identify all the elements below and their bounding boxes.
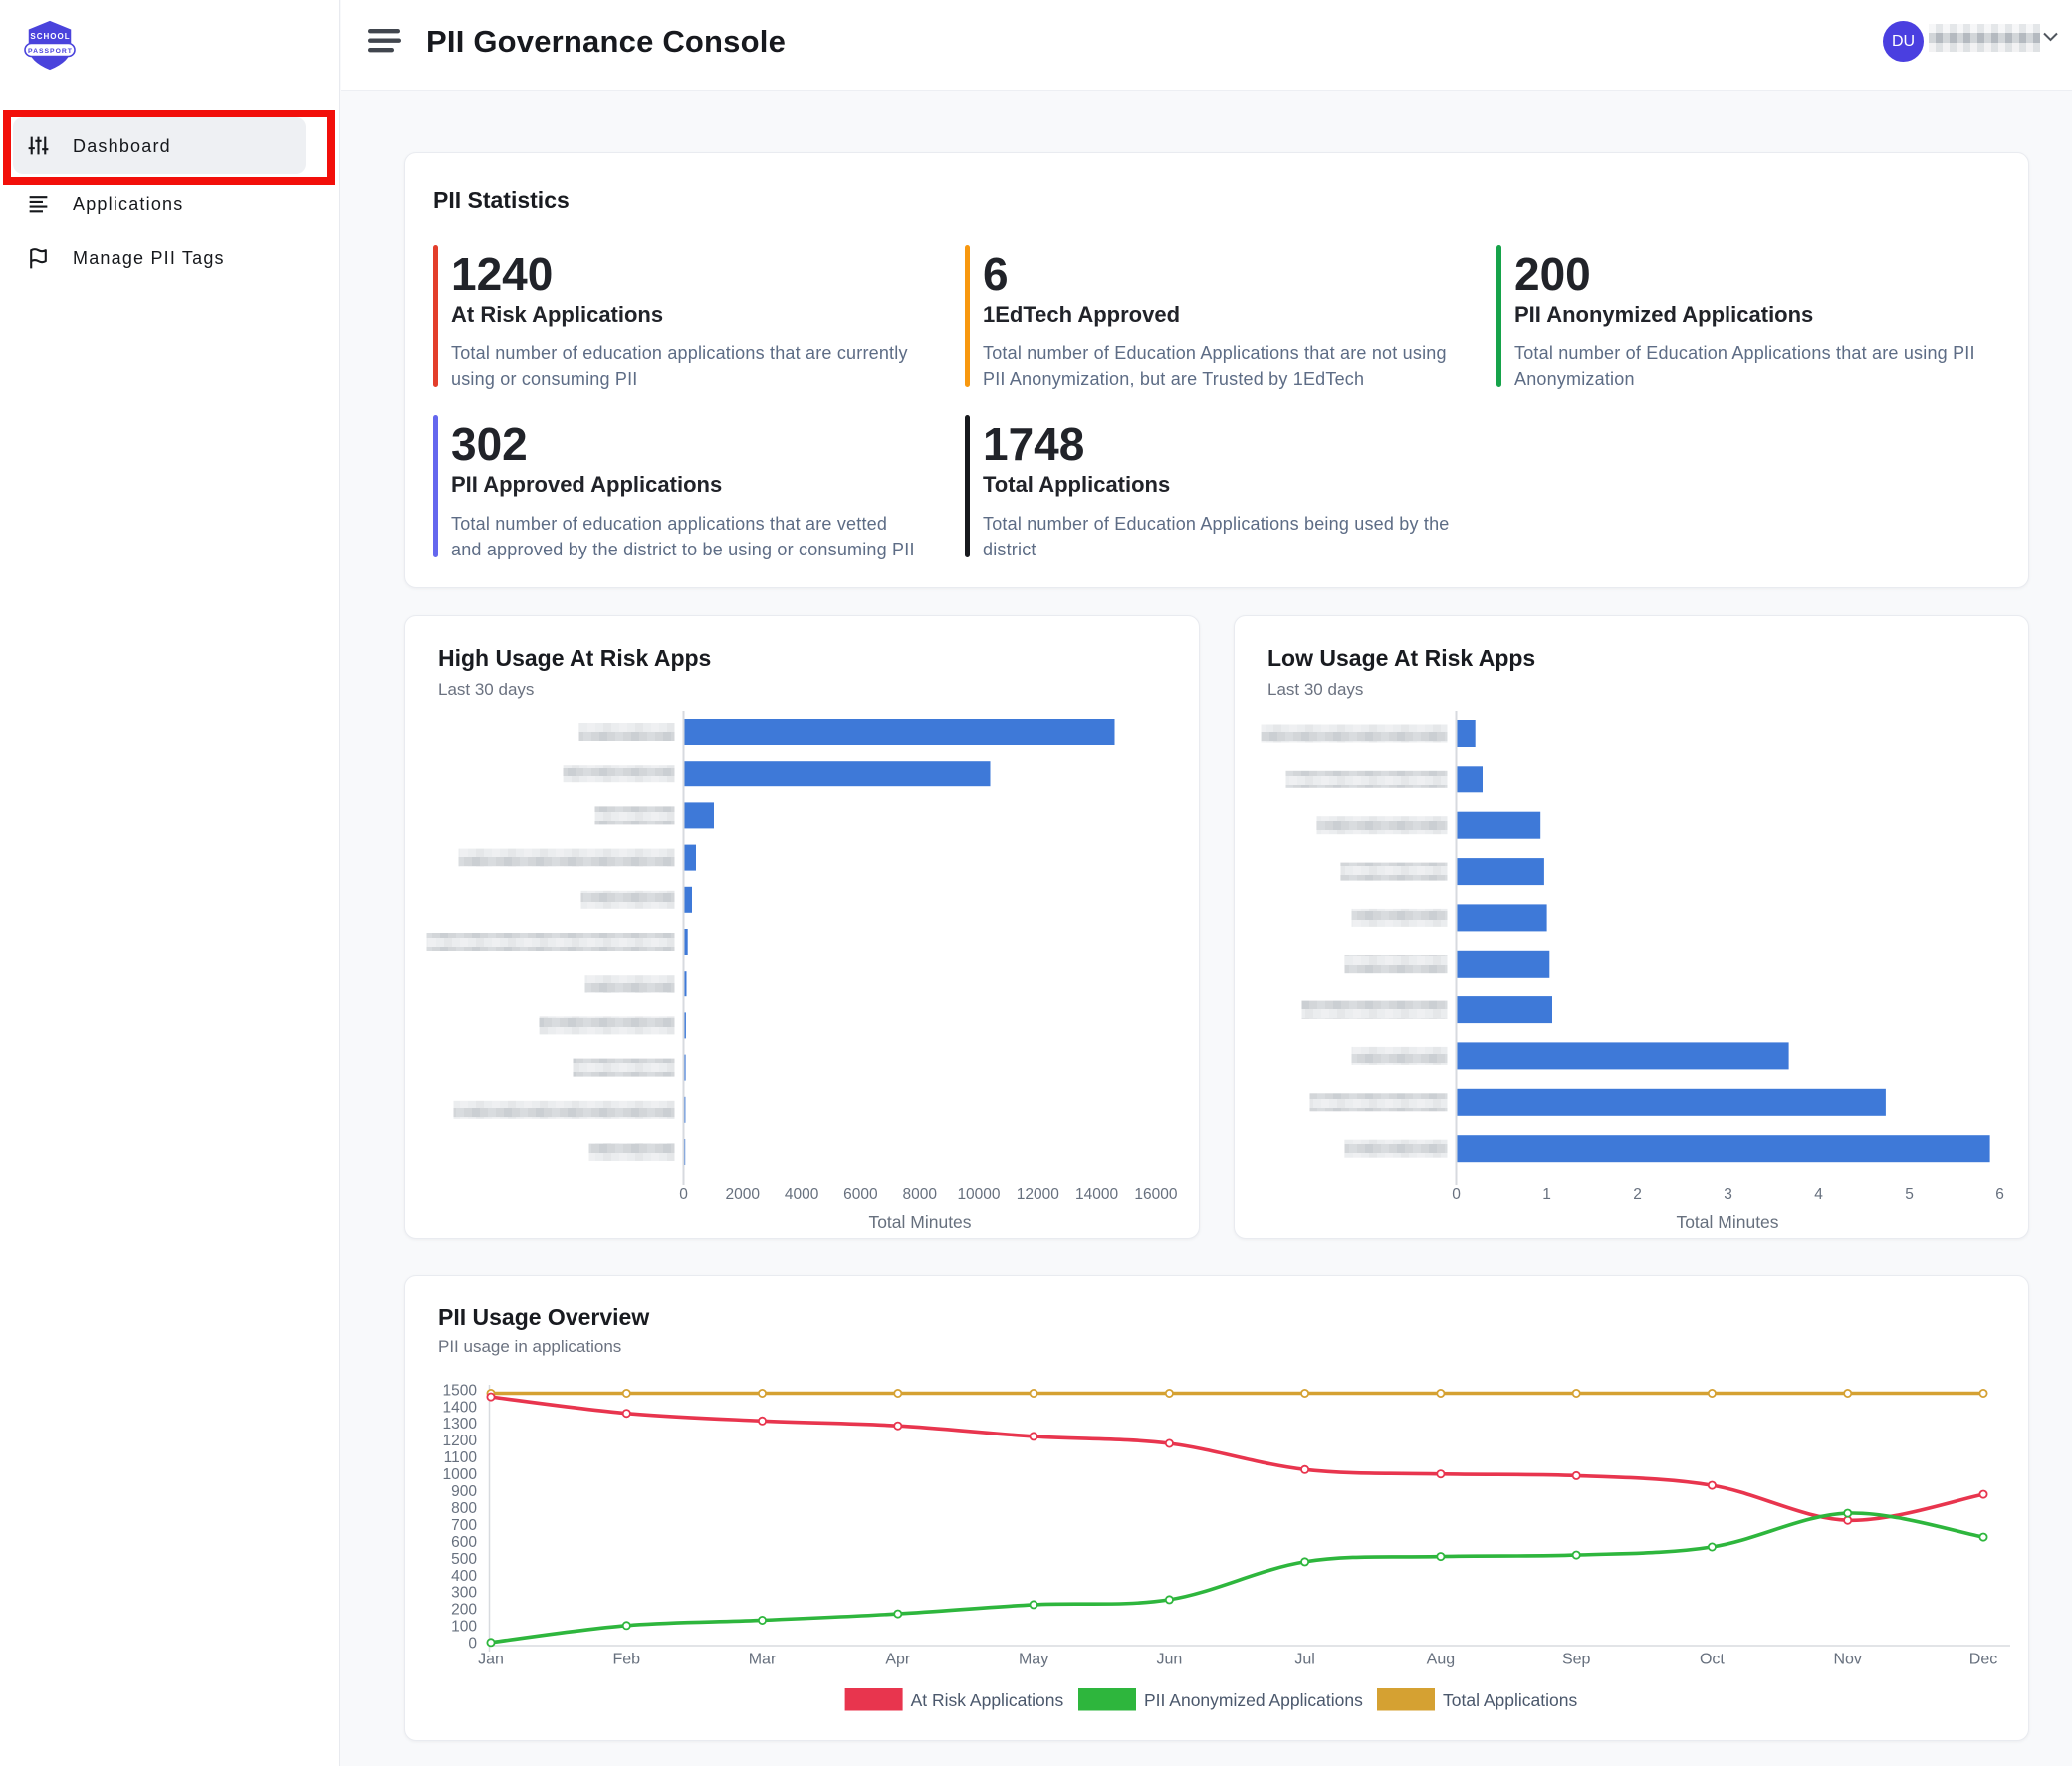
svg-text:700: 700 bbox=[451, 1517, 477, 1534]
svg-text:Sep: Sep bbox=[1562, 1652, 1591, 1668]
svg-text:Mar: Mar bbox=[749, 1652, 777, 1668]
svg-text:1: 1 bbox=[1542, 1186, 1551, 1203]
svg-text:Dec: Dec bbox=[1969, 1652, 1997, 1668]
svg-text:2000: 2000 bbox=[726, 1186, 761, 1203]
svg-text:4: 4 bbox=[1814, 1186, 1823, 1203]
svg-text:1500: 1500 bbox=[443, 1382, 478, 1399]
svg-text:300: 300 bbox=[451, 1585, 477, 1602]
svg-text:Total Minutes: Total Minutes bbox=[1676, 1213, 1778, 1232]
svg-text:900: 900 bbox=[451, 1483, 477, 1500]
svg-text:Jan: Jan bbox=[478, 1652, 504, 1668]
svg-text:6: 6 bbox=[1995, 1186, 2004, 1203]
svg-text:14000: 14000 bbox=[1075, 1186, 1118, 1203]
svg-text:Feb: Feb bbox=[613, 1652, 641, 1668]
svg-text:6000: 6000 bbox=[843, 1186, 878, 1203]
svg-text:May: May bbox=[1019, 1652, 1048, 1668]
svg-text:PASSPORT: PASSPORT bbox=[28, 48, 73, 55]
svg-text:100: 100 bbox=[451, 1619, 477, 1636]
svg-text:Jul: Jul bbox=[1294, 1652, 1314, 1668]
svg-text:At Risk Applications: At Risk Applications bbox=[911, 1690, 1064, 1710]
svg-text:PII Anonymized Applications: PII Anonymized Applications bbox=[1144, 1690, 1363, 1710]
svg-text:5: 5 bbox=[1905, 1186, 1914, 1203]
svg-text:400: 400 bbox=[451, 1568, 477, 1585]
svg-text:8000: 8000 bbox=[902, 1186, 937, 1203]
svg-text:800: 800 bbox=[451, 1500, 477, 1517]
svg-text:10000: 10000 bbox=[957, 1186, 1000, 1203]
svg-text:Aug: Aug bbox=[1427, 1652, 1455, 1668]
svg-text:0: 0 bbox=[1452, 1186, 1461, 1203]
svg-text:1000: 1000 bbox=[443, 1466, 478, 1483]
svg-text:3: 3 bbox=[1724, 1186, 1732, 1203]
svg-text:500: 500 bbox=[451, 1551, 477, 1568]
svg-text:Apr: Apr bbox=[885, 1652, 911, 1668]
svg-text:1400: 1400 bbox=[443, 1399, 478, 1416]
svg-text:600: 600 bbox=[451, 1534, 477, 1551]
svg-text:12000: 12000 bbox=[1017, 1186, 1059, 1203]
svg-text:0: 0 bbox=[679, 1186, 688, 1203]
svg-text:16000: 16000 bbox=[1134, 1186, 1177, 1203]
svg-text:200: 200 bbox=[451, 1602, 477, 1619]
svg-text:2: 2 bbox=[1633, 1186, 1642, 1203]
svg-text:Oct: Oct bbox=[1700, 1652, 1725, 1668]
svg-text:Total Applications: Total Applications bbox=[1443, 1690, 1577, 1710]
svg-text:1100: 1100 bbox=[444, 1449, 478, 1466]
svg-text:1200: 1200 bbox=[443, 1433, 478, 1449]
svg-text:Jun: Jun bbox=[1157, 1652, 1183, 1668]
svg-text:Total Minutes: Total Minutes bbox=[868, 1213, 971, 1232]
svg-text:SCHOOL: SCHOOL bbox=[30, 32, 70, 41]
svg-text:1300: 1300 bbox=[443, 1416, 478, 1433]
svg-text:Nov: Nov bbox=[1833, 1652, 1861, 1668]
svg-text:4000: 4000 bbox=[785, 1186, 819, 1203]
svg-text:0: 0 bbox=[468, 1636, 477, 1653]
